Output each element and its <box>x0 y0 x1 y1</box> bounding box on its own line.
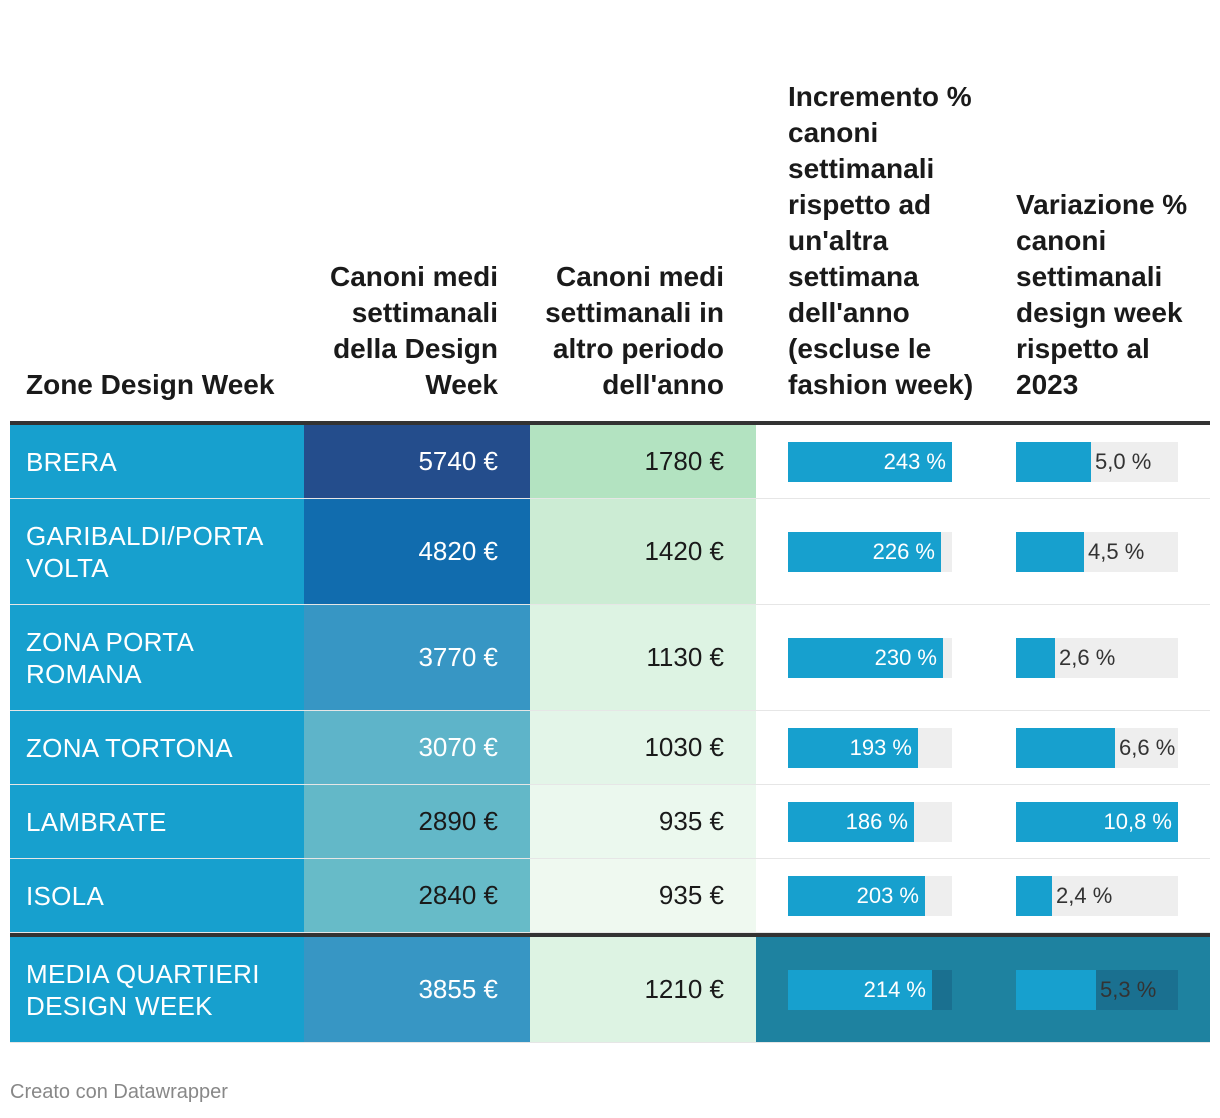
increment-bar-fill <box>788 875 925 916</box>
design-week-rent-cell[interactable]: 4820 € <box>304 499 530 604</box>
design-week-rent-cell[interactable]: 3070 € <box>304 711 530 784</box>
increment-cell[interactable]: 186 % <box>756 785 984 858</box>
summary-divider <box>10 933 1210 937</box>
increment-cell[interactable]: 243 % <box>756 425 984 498</box>
increment-bar: 226 % <box>788 531 952 572</box>
variation-bar-fill <box>1016 801 1178 842</box>
increment-bar-fill <box>788 441 952 482</box>
summary-row: MEDIA QUARTIERI DESIGN WEEK 3855 €1210 € 2… <box>10 937 1210 1043</box>
increment-bar-fill <box>788 531 941 572</box>
variation-cell[interactable]: 2,6 % <box>984 605 1210 710</box>
other-period-rent-cell[interactable]: 1420 € <box>530 499 756 604</box>
zone-cell[interactable]: BRERA <box>10 425 304 498</box>
variation-bar-label: 10,8 % <box>1103 808 1173 834</box>
increment-bar-label: 186 % <box>845 808 908 834</box>
increment-bar-label: 214 % <box>863 976 926 1002</box>
variation-bar-fill <box>1016 875 1052 916</box>
variation-bar-fill <box>1016 441 1091 482</box>
variation-bar: 2,6 % <box>1016 637 1178 678</box>
increment-bar: 203 % <box>788 875 952 916</box>
increment-cell[interactable]: 226 % <box>756 499 984 604</box>
variation-bar-label: 5,3 % <box>1100 976 1157 1002</box>
variation-bar-label: 5,0 % <box>1095 448 1152 474</box>
variation-bar: 2,4 % <box>1016 875 1178 916</box>
table-row: BRERA 5740 €1780 € 243 % 5,0 % <box>10 425 1210 499</box>
increment-cell[interactable]: 193 % <box>756 711 984 784</box>
variation-bar-fill <box>1016 637 1055 678</box>
table-row: ZONA TORTONA 3070 €1030 € 193 % 6,6 % <box>10 711 1210 785</box>
increment-cell[interactable]: 203 % <box>756 859 984 932</box>
variation-bar: 6,6 % <box>1016 727 1178 768</box>
header-increment-percent[interactable]: Incremento % canoni settimanali rispetto… <box>788 81 974 400</box>
table-row: ZONA PORTA ROMANA 3770 €1130 € 230 % 2,6 % <box>10 605 1210 711</box>
increment-bar: 230 % <box>788 637 952 678</box>
design-week-rent-cell[interactable]: 2890 € <box>304 785 530 858</box>
other-period-rent-cell[interactable]: 1030 € <box>530 711 756 784</box>
zone-cell[interactable]: MEDIA QUARTIERI DESIGN WEEK <box>10 937 304 1042</box>
increment-cell[interactable]: 230 % <box>756 605 984 710</box>
zone-cell[interactable]: GARIBALDI/PORTA VOLTA <box>10 499 304 604</box>
increment-bar: 186 % <box>788 801 952 842</box>
variation-bar-fill <box>1016 727 1115 768</box>
variation-bar-fill <box>1016 969 1096 1010</box>
increment-bar: 214 % <box>788 969 952 1010</box>
increment-bar-label: 203 % <box>856 882 919 908</box>
table-row: ISOLA 2840 €935 € 203 % 2,4 % <box>10 859 1210 933</box>
table-row: LAMBRATE 2890 €935 € 186 % 10,8 % <box>10 785 1210 859</box>
increment-bar-fill <box>788 637 943 678</box>
header-divider <box>10 421 1210 425</box>
variation-bar-label: 2,6 % <box>1059 644 1116 670</box>
increment-bar-label: 226 % <box>872 538 935 564</box>
zone-cell[interactable]: ISOLA <box>10 859 304 932</box>
variation-bar: 5,0 % <box>1016 441 1178 482</box>
header-zone[interactable]: Zone Design Week <box>26 369 275 400</box>
table-header: Zone Design Week Canoni medi settimanali… <box>10 0 1210 421</box>
zone-cell[interactable]: ZONA TORTONA <box>10 711 304 784</box>
increment-bar-label: 230 % <box>874 644 937 670</box>
design-week-rent-cell[interactable]: 5740 € <box>304 425 530 498</box>
variation-cell[interactable]: 2,4 % <box>984 859 1210 932</box>
header-variation-percent[interactable]: Variazione % canoni settimanali design w… <box>1016 189 1188 400</box>
design-week-rent-cell[interactable]: 2840 € <box>304 859 530 932</box>
increment-bar-fill <box>788 727 918 768</box>
increment-bar-label: 243 % <box>883 448 946 474</box>
header-other-period-rent[interactable]: Canoni medi settimanali in altro periodo… <box>545 261 724 400</box>
zone-cell[interactable]: ZONA PORTA ROMANA <box>10 605 304 710</box>
header-design-week-rent[interactable]: Canoni medi settimanali della Design Wee… <box>329 261 498 400</box>
variation-cell[interactable]: 5,3 % <box>984 937 1210 1042</box>
other-period-rent-cell[interactable]: 935 € <box>530 859 756 932</box>
design-week-rent-cell[interactable]: 3855 € <box>304 937 530 1042</box>
variation-cell[interactable]: 5,0 % <box>984 425 1210 498</box>
increment-bar-label: 193 % <box>849 734 912 760</box>
variation-bar: 10,8 % <box>1016 801 1178 842</box>
design-week-rent-cell[interactable]: 3770 € <box>304 605 530 710</box>
other-period-rent-cell[interactable]: 935 € <box>530 785 756 858</box>
variation-cell[interactable]: 10,8 % <box>984 785 1210 858</box>
increment-bar-fill <box>788 969 932 1010</box>
table-row: GARIBALDI/PORTA VOLTA 4820 €1420 € 226 % 4,… <box>10 499 1210 605</box>
variation-bar-label: 6,6 % <box>1119 734 1176 760</box>
increment-bar: 243 % <box>788 441 952 482</box>
credit-text[interactable]: Creato con Datawrapper <box>10 1081 228 1103</box>
variation-bar: 4,5 % <box>1016 531 1178 572</box>
variation-bar-label: 4,5 % <box>1088 538 1145 564</box>
variation-bar-fill <box>1016 531 1084 572</box>
other-period-rent-cell[interactable]: 1130 € <box>530 605 756 710</box>
variation-bar: 5,3 % <box>1016 969 1178 1010</box>
increment-bar: 193 % <box>788 727 952 768</box>
variation-bar-label: 2,4 % <box>1056 882 1113 908</box>
variation-cell[interactable]: 4,5 % <box>984 499 1210 604</box>
increment-cell[interactable]: 214 % <box>756 937 984 1042</box>
variation-cell[interactable]: 6,6 % <box>984 711 1210 784</box>
other-period-rent-cell[interactable]: 1780 € <box>530 425 756 498</box>
other-period-rent-cell[interactable]: 1210 € <box>530 937 756 1042</box>
increment-bar-fill <box>788 801 914 842</box>
zone-cell[interactable]: LAMBRATE <box>10 785 304 858</box>
